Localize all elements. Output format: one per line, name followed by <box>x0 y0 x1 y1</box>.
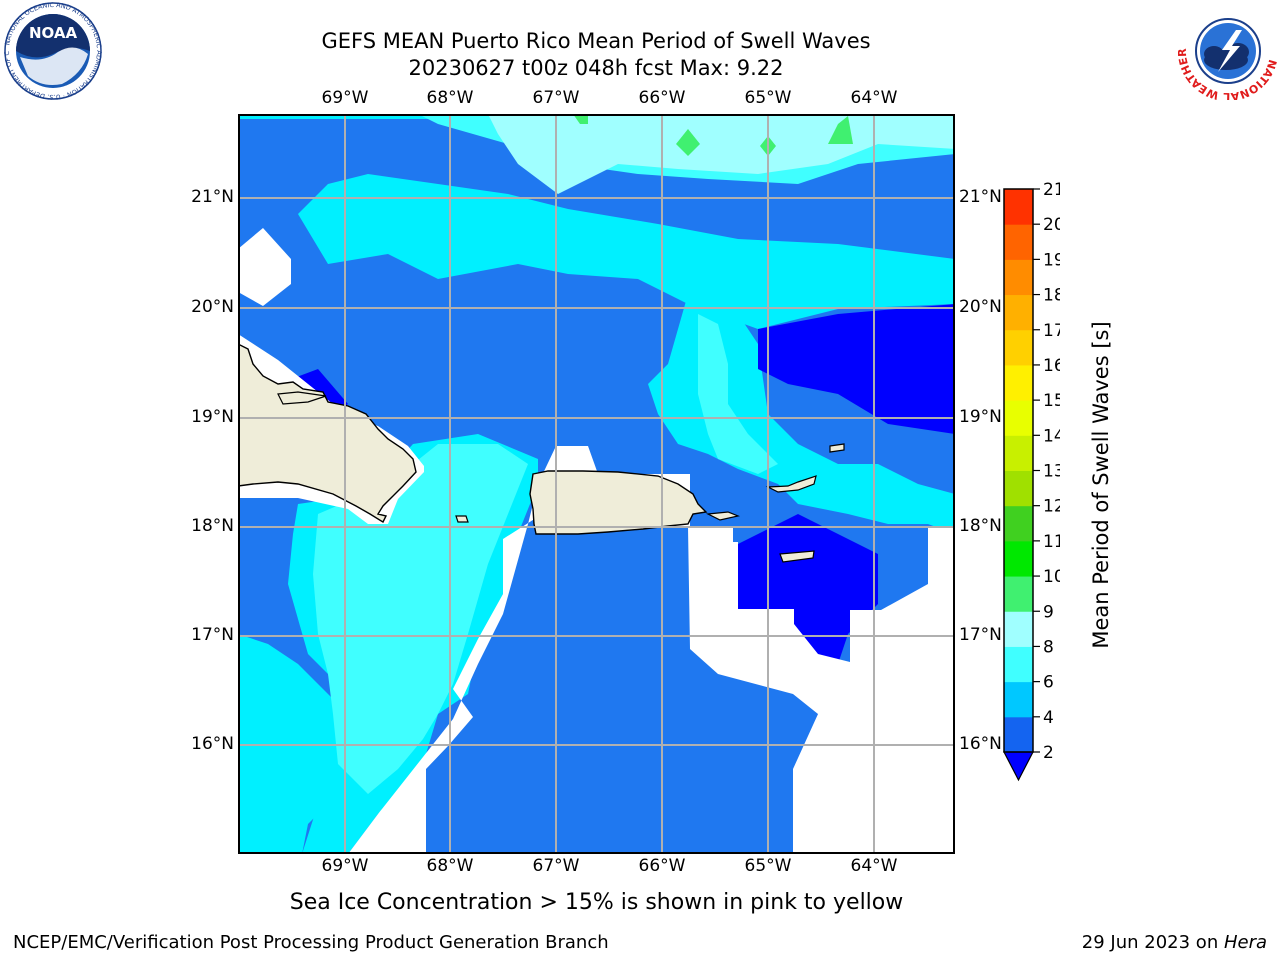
colorbar-segment-11 <box>1004 329 1033 366</box>
colorbar-label: Mean Period of Swell Waves [s] <box>1089 321 1113 649</box>
region-band-9-10-d <box>573 115 588 124</box>
nws-logo: NATIONAL WEATHER SERVICE <box>1178 2 1278 100</box>
lat-label-left-1: 20°N <box>191 297 234 317</box>
map-title-line2: 20230627 t00z 048h fcst Max: 9.22 <box>408 56 784 80</box>
colorbar-segment-4 <box>1004 576 1033 612</box>
lon-label-top-3: 66°W <box>638 88 686 108</box>
land-virgin-islands <box>765 475 817 493</box>
lon-label-top-1: 68°W <box>426 88 474 108</box>
colorbar-tick-label-8: 13 <box>1043 462 1060 482</box>
svg-text:NOAA: NOAA <box>29 24 78 42</box>
lat-label-right-0: 21°N <box>959 187 1002 207</box>
colorbar-segment-14 <box>1004 224 1033 260</box>
colorbar-tick-label-3: 8 <box>1043 637 1054 657</box>
colorbar-segment-2 <box>1004 646 1033 683</box>
colorbar-segment-6 <box>1004 505 1033 542</box>
region-band-4-6-center <box>298 174 954 329</box>
land-anegada <box>829 443 845 453</box>
colorbar-tick-label-6: 11 <box>1043 532 1060 552</box>
noaa-logo: NATIONAL OCEANIC AND ATMOSPHERIC ADMINIS… <box>2 2 103 100</box>
colorbar-tick-label-4: 9 <box>1043 602 1054 622</box>
lat-label-left-4: 17°N <box>191 625 234 645</box>
lon-label-bottom-5: 64°W <box>850 856 898 876</box>
colorbar-tick-label-2: 6 <box>1043 673 1054 693</box>
footer-credit: NCEP/EMC/Verification Post Processing Pr… <box>13 932 609 953</box>
colorbar-segment-9 <box>1004 400 1033 436</box>
colorbar-segment-3 <box>1004 611 1033 647</box>
map-frame <box>238 114 955 854</box>
colorbar-segment-10 <box>1004 364 1033 401</box>
sea-ice-caption: Sea Ice Concentration > 15% is shown in … <box>289 890 904 915</box>
map-title-line1: GEFS MEAN Puerto Rico Mean Period of Swe… <box>321 29 871 53</box>
lon-label-top-5: 64°W <box>850 88 898 108</box>
missing-data-south <box>348 446 954 853</box>
region-band-6-8-plume <box>698 314 778 474</box>
colorbar-label-wrap: Mean Period of Swell Waves [s] <box>1081 321 1121 648</box>
lat-label-left-5: 16°N <box>191 734 234 754</box>
region-under-2-east <box>758 304 954 434</box>
colorbar-tick-label-12: 17 <box>1043 321 1060 341</box>
land-tortuga <box>277 391 327 405</box>
colorbar-tick-label-16: 21 <box>1043 180 1060 200</box>
region-band-9-10-a <box>828 116 853 144</box>
lat-label-left-0: 21°N <box>191 187 234 207</box>
colorbar-segment-0 <box>1004 716 1033 753</box>
colorbar-tick-label-5: 10 <box>1043 567 1060 587</box>
colorbar-tick-label-0: 2 <box>1043 743 1054 763</box>
swell-period-map <box>238 114 955 854</box>
lon-label-top-2: 67°W <box>532 88 580 108</box>
colorbar-tick-label-7: 12 <box>1043 497 1060 517</box>
colorbar-tick-label-10: 15 <box>1043 391 1060 411</box>
land-st-croix <box>779 550 815 563</box>
footer-date: 29 Jun 2023 on Hera <box>1082 932 1267 953</box>
colorbar-tick-label-1: 4 <box>1043 708 1054 728</box>
lat-label-right-2: 19°N <box>959 407 1002 427</box>
colorbar-tick-label-11: 16 <box>1043 356 1060 376</box>
footer-host: Hera <box>1223 932 1267 953</box>
colorbar-tick-label-13: 18 <box>1043 286 1060 306</box>
lat-label-right-4: 17°N <box>959 625 1002 645</box>
lat-label-right-5: 16°N <box>959 734 1002 754</box>
lon-label-bottom-3: 66°W <box>638 856 686 876</box>
lon-label-bottom-2: 67°W <box>532 856 580 876</box>
region-band-9-10-b <box>676 129 700 156</box>
colorbar-segment-12 <box>1004 294 1033 331</box>
lon-label-bottom-4: 65°W <box>744 856 792 876</box>
land-mona <box>455 515 469 523</box>
colorbar-tick-label-15: 20 <box>1043 215 1060 235</box>
lat-label-right-1: 20°N <box>959 297 1002 317</box>
colorbar-tick-label-9: 14 <box>1043 426 1060 446</box>
lat-label-left-2: 19°N <box>191 407 234 427</box>
lon-label-bottom-0: 69°W <box>321 856 369 876</box>
colorbar-segment-5 <box>1004 540 1033 577</box>
lon-label-top-0: 69°W <box>321 88 369 108</box>
lon-label-bottom-1: 68°W <box>426 856 474 876</box>
footer-date-text: 29 Jun 2023 on <box>1081 932 1224 953</box>
lat-label-right-3: 18°N <box>959 516 1002 536</box>
colorbar-segment-13 <box>1004 259 1033 296</box>
colorbar-segment-8 <box>1004 435 1033 471</box>
colorbar-tick-label-14: 19 <box>1043 250 1060 270</box>
colorbar-segment-15 <box>1004 189 1033 225</box>
colorbar-under-arrow <box>1003 751 1034 782</box>
land-hispaniola <box>239 343 417 523</box>
lat-label-left-3: 18°N <box>191 516 234 536</box>
lon-label-top-4: 65°W <box>744 88 792 108</box>
colorbar-segment-7 <box>1004 470 1033 507</box>
graticule <box>239 115 954 853</box>
colorbar: 2 4 6 8 9 10 11 12 13 14 15 16 17 18 19 20 21 <box>1003 180 1060 782</box>
region-band-6-8-diagonal <box>313 444 528 794</box>
land-vieques <box>705 511 741 521</box>
missing-data-west <box>239 228 291 306</box>
colorbar-segment-1 <box>1004 681 1033 718</box>
